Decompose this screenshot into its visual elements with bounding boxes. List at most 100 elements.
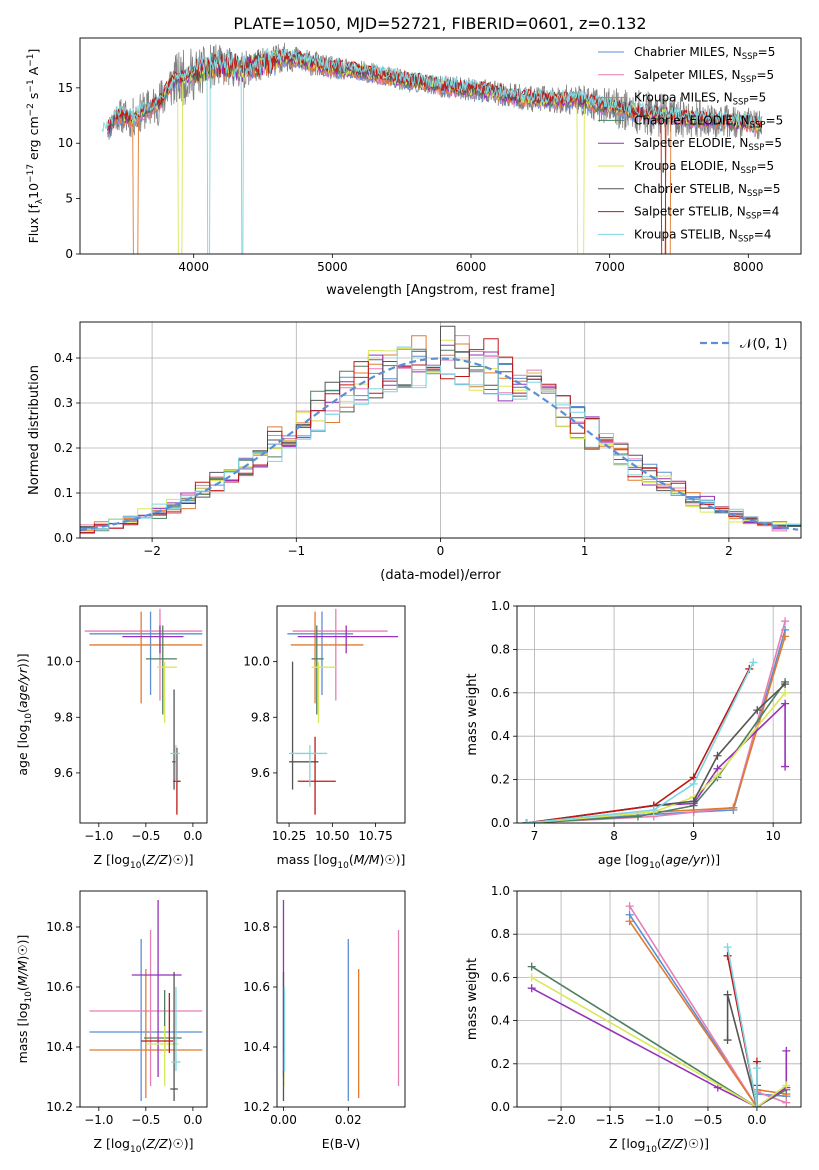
errorbar-chabrier_elodie	[145, 625, 177, 715]
errorbar-chabrier_stelib	[170, 972, 178, 1101]
plot-mass-weight-vs-Z: −2.0 −1.5 −1.0 −0.5 0.0 0.0 0.2 0.4 0.6 0.8 1.0 Z […	[465, 884, 802, 1155]
series-marker	[781, 762, 790, 771]
model-spectrum-kroupa_stelib	[101, 47, 763, 254]
series-line	[726, 994, 758, 1107]
legend-label: Salpeter STELIB, NSSP=4	[634, 205, 779, 222]
series-marker	[723, 1036, 732, 1045]
x-axis-label: mass [log10(M/M)☉)]	[277, 852, 406, 871]
x-axis-label: (data-model)/error	[380, 568, 501, 583]
legend-label: Chabrier MILES, NSSP=5	[634, 45, 775, 62]
series-line	[526, 629, 786, 823]
y-tick-label: 10.4	[243, 1040, 270, 1054]
y-tick-label: 9.6	[54, 766, 73, 780]
legend-label: Kroupa STELIB, NSSP=4	[634, 227, 772, 244]
series-marker	[723, 990, 732, 999]
series-marker	[781, 699, 790, 708]
x-tick-label: 7	[531, 829, 539, 843]
x-tick-label: 2	[725, 544, 733, 558]
legend-label: Kroupa ELODIE, NSSP=5	[634, 159, 774, 176]
legend-label: Salpeter MILES, NSSP=5	[634, 68, 774, 85]
series-marker	[689, 797, 698, 806]
x-axis-label: Z [log10(Z/Z)☉)]	[94, 852, 194, 871]
series-marker	[752, 1064, 761, 1073]
series-kroupa_miles	[522, 632, 790, 823]
x-tick-label: −0.5	[131, 829, 160, 843]
x-tick-label: −1.0	[644, 1113, 673, 1127]
errorbar-chabrier_miles	[287, 611, 354, 696]
y-tick-label: 10.6	[46, 980, 73, 994]
series-marker	[527, 973, 536, 982]
y-tick-label: 1.0	[491, 599, 510, 613]
series-kroupa_stelib	[723, 943, 761, 1107]
y-tick-label: 0.2	[491, 1057, 510, 1071]
histogram-kroupa_stelib	[80, 346, 801, 530]
y-tick-label: 0.4	[491, 729, 510, 743]
y-axis-label: Normed distribution	[27, 365, 42, 495]
series-marker	[527, 984, 536, 993]
y-tick-label: 10.8	[243, 920, 270, 934]
y-tick-label: 0.2	[491, 773, 510, 787]
series-marker	[625, 917, 634, 926]
legend-item: Kroupa STELIB, NSSP=4	[598, 227, 772, 244]
series-marker	[723, 943, 732, 952]
y-tick-label: 10.0	[243, 655, 270, 669]
x-axis-label: E(B-V)	[322, 1136, 361, 1151]
x-tick-label: −0.5	[693, 1113, 722, 1127]
series-salpeter_stelib	[522, 664, 754, 823]
y-tick-label: 0.4	[491, 1014, 510, 1028]
x-tick-label: 5000	[317, 260, 348, 274]
y-axis-label: mass [log10(M/M)☉)]	[15, 935, 34, 1064]
series-marker	[781, 617, 790, 626]
errorbar-salpeter_miles	[292, 608, 388, 701]
series-marker	[753, 706, 762, 715]
legend-item: Chabrier MILES, NSSP=5	[598, 45, 775, 62]
series-marker	[713, 751, 722, 760]
legend-item: Salpeter MILES, NSSP=5	[598, 68, 774, 85]
plot-age-vs-Z: −1.0 −0.5 0.0 9.6 9.8 10.0 Z [log10(Z/Z)☉)] age…	[15, 605, 208, 871]
axes-frame	[79, 37, 802, 255]
axes-frame	[516, 890, 802, 1108]
errorbar-kroupa_stelib	[289, 745, 328, 787]
errorbar-kroupa_miles	[89, 611, 203, 704]
series-line	[531, 976, 787, 1107]
plot-area	[527, 902, 791, 1107]
x-axis-label: age [log10(age/yr))]	[598, 852, 720, 871]
errorbar-kroupa_elodie	[157, 661, 177, 723]
errorbar-kroupa_miles	[89, 969, 203, 1098]
x-axis-label: Z [log10(Z/Z)☉)]	[94, 1136, 194, 1155]
plot-area	[522, 617, 790, 823]
x-tick-label: 10	[766, 829, 781, 843]
series-marker	[781, 688, 790, 697]
y-tick-label: 1.0	[491, 884, 510, 898]
series-line	[526, 662, 755, 823]
y-axis-label: mass weight	[465, 673, 480, 755]
errorbar-kroupa_elodie	[311, 661, 336, 723]
axes-frame	[79, 890, 208, 1108]
x-tick-label: −1.0	[84, 1113, 113, 1127]
plot-area	[89, 900, 203, 1101]
y-axis-label: age [log10(age/yr))]	[15, 653, 34, 775]
series-marker	[752, 1103, 761, 1107]
plot-mass-vs-Z: −1.0 −0.5 0.0 10.2 10.4 10.6 10.8 Z [log10(Z/Z)…	[15, 890, 208, 1155]
axes-frame	[276, 605, 406, 824]
plot-residuals: −2 −1 0 1 2 0.0 0.1 0.2 0.3 0.4 (data-model)/error…	[27, 321, 802, 583]
x-tick-label: 7000	[594, 260, 625, 274]
x-tick-label: 0.0	[183, 1113, 202, 1127]
series-line	[526, 636, 786, 823]
y-tick-label: 0.4	[54, 351, 73, 365]
y-tick-label: 0.2	[54, 441, 73, 455]
y-tick-label: 0.8	[491, 927, 510, 941]
y-tick-label: 10.0	[46, 655, 73, 669]
y-tick-label: 10.4	[46, 1040, 73, 1054]
series-marker	[649, 805, 658, 814]
normal-curve	[80, 357, 799, 532]
series-marker	[781, 680, 790, 689]
x-tick-label: 0.0	[747, 1113, 766, 1127]
x-tick-label: 0.02	[335, 1113, 362, 1127]
x-tick-label: 0.0	[183, 829, 202, 843]
y-tick-label: 9.8	[54, 710, 73, 724]
y-tick-label: 10.2	[46, 1100, 73, 1114]
y-tick-label: 10	[58, 136, 73, 150]
y-tick-label: 9.8	[251, 710, 270, 724]
series-marker	[723, 951, 732, 960]
